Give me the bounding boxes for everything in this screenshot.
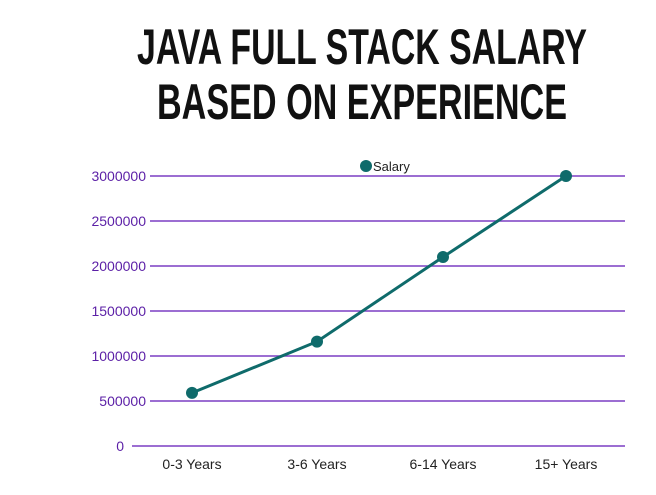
series-line-salary [191, 174, 567, 395]
legend-marker [360, 160, 372, 172]
data-point [437, 251, 449, 263]
y-tick-label: 1000000 [91, 348, 146, 364]
data-point [311, 335, 323, 348]
legend-label: Salary [373, 159, 410, 174]
y-tick-label: 0 [116, 438, 124, 454]
chart-title-line-2: BASED ON EXPERIENCE [157, 74, 567, 130]
x-tick-label: 15+ Years [535, 456, 598, 472]
data-point [560, 170, 572, 182]
y-tick-label: 1500000 [91, 303, 146, 319]
chart-title-line-1: JAVA FULL STACK SALARY [137, 19, 587, 75]
x-tick-label: 3-6 Years [287, 456, 346, 472]
x-tick-label: 0-3 Years [162, 456, 221, 472]
y-tick-label: 2000000 [91, 258, 146, 274]
data-point [186, 386, 198, 399]
y-tick-label: 3000000 [91, 168, 146, 184]
x-tick-label: 6-14 Years [410, 456, 477, 472]
y-tick-label: 2500000 [91, 213, 146, 229]
y-tick-label: 500000 [99, 393, 146, 409]
legend: Salary [360, 159, 410, 174]
